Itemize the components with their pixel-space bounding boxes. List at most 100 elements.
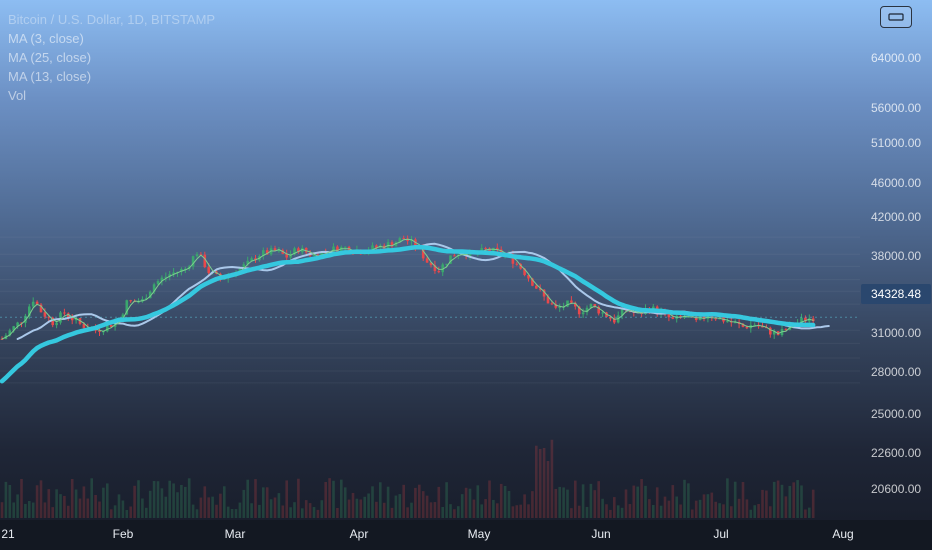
volume-bar [425, 495, 429, 518]
volume-bar [468, 488, 472, 518]
candle-body [31, 301, 35, 307]
candle-body [753, 324, 756, 326]
volume-bar [371, 486, 374, 518]
volume-bar [398, 494, 402, 518]
volume-bar [0, 502, 4, 518]
candle-body [398, 238, 402, 243]
candle-body [784, 329, 788, 331]
candle-body [273, 248, 277, 251]
volume-bar [418, 484, 421, 518]
volume-bar [379, 482, 382, 518]
candle-body [340, 247, 343, 253]
volume-bar [129, 506, 132, 518]
volume-bar [172, 483, 175, 518]
volume-bar [410, 502, 413, 518]
volume-bar [121, 500, 125, 518]
candle-body [254, 258, 257, 261]
volume-bar [453, 509, 456, 518]
volume-bar [106, 483, 109, 518]
candle-body [538, 288, 542, 290]
volume-bar [757, 504, 760, 518]
volume-bar [488, 480, 491, 518]
volume-bar [515, 505, 519, 518]
volume-bar [304, 500, 308, 518]
candle-body [191, 256, 195, 267]
candle-body [39, 304, 43, 313]
candle-body [496, 247, 499, 250]
candle-body [613, 318, 616, 323]
volume-bar [659, 505, 663, 518]
candle-body [28, 306, 31, 316]
volume-bar [613, 497, 616, 518]
volume-bar [343, 487, 347, 518]
volume-bar [581, 484, 585, 518]
candle-body [804, 317, 807, 322]
volume-bar [492, 499, 495, 518]
y-tick-label: 46000.00 [871, 176, 922, 190]
y-tick-label: 28000.00 [871, 365, 922, 379]
x-tick-label: Jul [713, 527, 729, 541]
candle-body [441, 264, 444, 273]
volume-bar [269, 499, 273, 518]
candle-body [601, 312, 604, 314]
candle-body [421, 247, 425, 259]
volume-bar [733, 481, 737, 518]
volume-bar [35, 485, 39, 518]
volume-bar [499, 483, 503, 518]
legend-ma-13: MA (13, close) [8, 69, 92, 84]
volume-bar [320, 500, 324, 518]
candle-body [16, 322, 19, 327]
volume-bar [273, 497, 277, 518]
volume-bar [148, 490, 152, 518]
volume-bar [550, 439, 554, 518]
volume-bar [117, 494, 121, 518]
candle-body [277, 250, 281, 252]
volume-bar [449, 504, 452, 518]
candle-body [390, 242, 394, 247]
axis-settings-button[interactable] [880, 6, 912, 28]
time-axis[interactable] [0, 520, 932, 550]
candle-body [207, 267, 210, 273]
volume-bar [519, 504, 522, 518]
volume-bar [546, 461, 550, 518]
candle-body [172, 272, 175, 275]
volume-bar [718, 503, 721, 518]
volume-bar [4, 481, 8, 518]
volume-bar [562, 487, 565, 518]
candle-body [20, 322, 23, 324]
volume-bar [445, 482, 448, 518]
volume-bar [589, 483, 593, 518]
candle-body [70, 317, 74, 321]
volume-bar [16, 494, 19, 518]
candle-body [671, 317, 675, 319]
volume-bar [640, 479, 643, 518]
volume-bar [254, 479, 257, 518]
volume-bar [219, 493, 222, 518]
volume-bar [312, 507, 316, 518]
candle-body [180, 268, 183, 272]
volume-bar [554, 488, 558, 518]
volume-bar [706, 494, 710, 518]
candle-body [184, 268, 187, 270]
y-tick-label: 56000.00 [871, 101, 922, 115]
candle-body [109, 324, 113, 327]
volume-bar [667, 500, 671, 518]
volume-bar [184, 486, 187, 518]
volume-bar [191, 504, 195, 518]
volume-bar [542, 448, 546, 518]
x-tick-label: 21 [1, 527, 15, 541]
y-tick-label: 20600.00 [871, 482, 922, 496]
volume-bar [597, 481, 600, 518]
volume-bar [20, 478, 23, 518]
candle-body [24, 315, 27, 323]
candle-body [546, 296, 550, 304]
volume-bar [472, 499, 476, 518]
candle-body [554, 304, 558, 308]
volume-bar [31, 502, 35, 518]
volume-bar [687, 483, 690, 518]
volume-bar [577, 505, 581, 518]
volume-bar [800, 485, 803, 518]
candle-body [531, 278, 534, 286]
